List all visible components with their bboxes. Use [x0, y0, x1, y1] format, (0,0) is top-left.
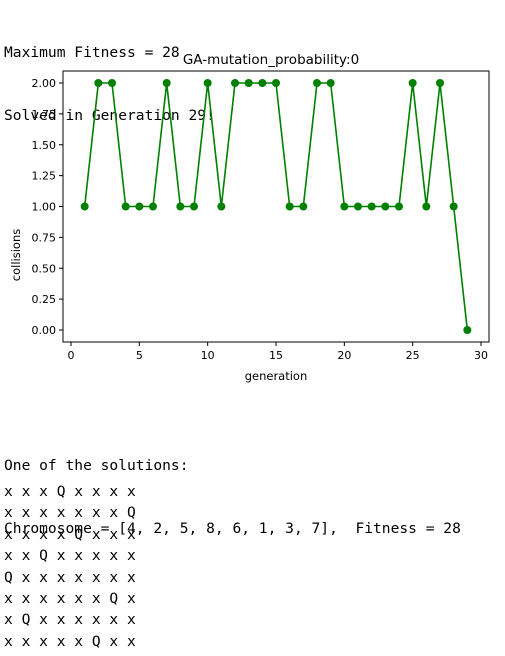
data-point: [299, 202, 308, 211]
y-tick-label: 1.25: [32, 170, 57, 183]
solved-line: Solved in Generation 29!: [4, 107, 215, 124]
y-axis: 0.00 0.25 0.50 0.75 1.00 1.25 1.50 1.75 2.00: [32, 77, 63, 337]
chart-title: GA-mutation_probability:0: [183, 52, 359, 68]
y-axis-label: collisions: [9, 229, 23, 281]
data-point: [340, 202, 349, 211]
chess-board: x x x Q x x x x x x x x x x x Q x x x x Q …: [4, 481, 136, 652]
data-point: [408, 79, 417, 87]
x-axis: 0 5 10 15 20 25 30: [68, 342, 488, 362]
max-fitness-line: Maximum Fitness = 28: [4, 44, 180, 61]
x-tick-label: 30: [474, 349, 488, 362]
data-point: [436, 79, 444, 87]
board-row: x Q x x x x x x: [4, 611, 136, 629]
data-point: [422, 202, 431, 211]
data-point: [367, 202, 376, 211]
data-point: [80, 202, 89, 211]
console-output-top: Maximum Fitness = 28 Solved in Generatio…: [4, 0, 215, 147]
y-tick-label: 0.75: [32, 231, 57, 244]
data-point: [162, 79, 171, 87]
x-tick-label: 5: [136, 349, 143, 362]
data-point: [395, 202, 403, 211]
y-tick-label: 1.50: [32, 139, 57, 152]
y-tick-label: 0.50: [32, 262, 57, 275]
x-axis-label: generation: [245, 369, 308, 383]
x-tick-label: 10: [201, 349, 215, 362]
board-row: x x x x x Q x x: [4, 632, 136, 650]
data-point: [231, 79, 239, 87]
board-row: x x x x x x x Q: [4, 504, 136, 522]
data-point: [354, 202, 362, 211]
y-tick-label: 0.00: [32, 324, 57, 337]
x-tick-label: 0: [68, 349, 75, 362]
data-point: [244, 79, 253, 87]
board-row: x x x x x x Q x: [4, 590, 136, 608]
chromosome-line: Chromosome = [4, 2, 5, 8, 6, 1, 3, 7], F…: [4, 520, 461, 537]
x-tick-label: 20: [337, 349, 351, 362]
data-point: [121, 202, 130, 211]
data-point: [108, 79, 116, 87]
console-output-bottom: One of the solutions: Chromosome = [4, 2…: [4, 413, 461, 560]
solutions-header: One of the solutions:: [4, 457, 189, 474]
series-layer: [80, 79, 472, 334]
y-tick-label: 1.00: [32, 201, 57, 214]
data-point: [326, 79, 335, 87]
data-point: [149, 202, 157, 211]
board-row: x x x x Q x x x: [4, 525, 136, 543]
data-point: [190, 202, 198, 211]
y-tick-label: 1.75: [32, 108, 57, 121]
data-point: [258, 79, 267, 87]
data-point: [463, 326, 472, 334]
x-tick-label: 15: [269, 349, 283, 362]
data-point: [203, 79, 212, 87]
data-point: [381, 202, 390, 211]
data-point: [176, 202, 185, 211]
y-tick-label: 0.25: [32, 293, 57, 306]
data-point: [272, 79, 280, 87]
data-point: [313, 79, 321, 87]
data-point: [217, 202, 226, 211]
board-row: x x Q x x x x x: [4, 547, 136, 565]
data-point: [285, 202, 294, 211]
x-tick-label: 25: [406, 349, 420, 362]
board-row: x x x Q x x x x: [4, 483, 136, 500]
y-tick-label: 2.00: [32, 77, 57, 90]
board-row: Q x x x x x x x: [4, 568, 136, 586]
data-point: [449, 202, 458, 211]
data-point: [94, 79, 103, 87]
collisions-line-chart: GA-mutation_probability:0 0.000.250.500.…: [9, 52, 490, 383]
data-point: [135, 202, 144, 211]
